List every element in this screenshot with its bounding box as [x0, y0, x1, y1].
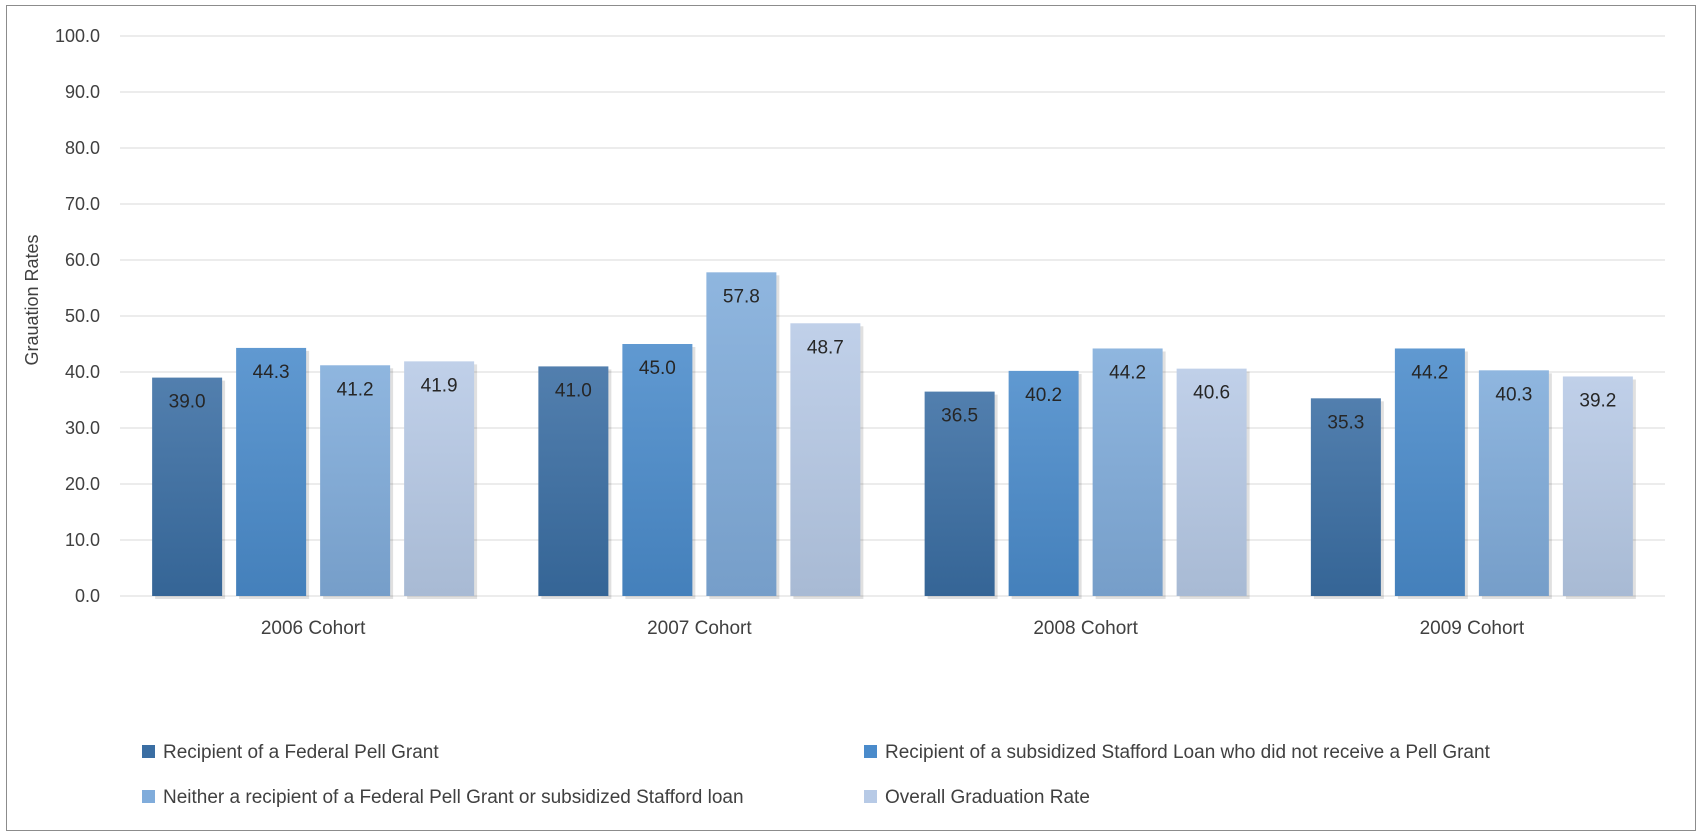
y-tick-label: 60.0 — [65, 250, 100, 270]
legend-swatch — [864, 790, 877, 803]
x-category-label: 2007 Cohort — [647, 618, 752, 639]
bar — [1310, 398, 1381, 596]
x-category-label: 2009 Cohort — [1420, 618, 1525, 639]
data-label: 40.3 — [1495, 384, 1532, 405]
y-tick-label: 80.0 — [65, 138, 100, 158]
bars — [152, 272, 1636, 599]
y-tick-label: 10.0 — [65, 530, 100, 550]
bar — [924, 391, 995, 596]
bar — [1092, 348, 1163, 596]
data-label: 41.0 — [555, 380, 592, 401]
bar — [404, 361, 475, 596]
y-tick-label: 0.0 — [75, 586, 100, 606]
bar — [790, 323, 861, 596]
data-label: 41.9 — [421, 375, 458, 396]
y-tick-label: 20.0 — [65, 474, 100, 494]
bar — [706, 272, 777, 596]
bar — [622, 344, 693, 596]
bar — [320, 365, 391, 596]
legend-swatch — [142, 790, 155, 803]
bar — [236, 347, 307, 596]
y-tick-label: 70.0 — [65, 194, 100, 214]
y-tick-label: 40.0 — [65, 362, 100, 382]
data-labels: 39.0 44.3 41.2 41.9 41.0 45.0 57.8 48.7 36.5 40.2… — [169, 286, 1617, 433]
y-axis-ticks: 0.0 10.0 20.0 30.0 40.0 50.0 60.0 70.0 80.0 90.0 1… — [55, 26, 100, 606]
bar — [1562, 376, 1633, 596]
y-tick-label: 30.0 — [65, 418, 100, 438]
bar — [538, 366, 609, 596]
legend-label: Neither a recipient of a Federal Pell Gr… — [163, 787, 744, 808]
data-label: 40.2 — [1025, 385, 1062, 406]
x-axis-categories: 2006 Cohort 2007 Cohort 2008 Cohort 2009 Co… — [261, 618, 1525, 639]
bar — [1478, 370, 1549, 596]
data-label: 41.2 — [337, 379, 374, 400]
x-category-label: 2006 Cohort — [261, 618, 366, 639]
data-label: 44.3 — [253, 362, 290, 383]
data-label: 39.0 — [169, 392, 206, 413]
data-label: 35.3 — [1327, 412, 1364, 433]
y-tick-label: 90.0 — [65, 82, 100, 102]
bar — [1176, 368, 1247, 596]
bar — [1008, 370, 1079, 596]
data-label: 36.5 — [941, 406, 978, 427]
data-label: 44.2 — [1109, 362, 1146, 383]
legend-label: Recipient of a Federal Pell Grant — [163, 742, 439, 763]
x-category-label: 2008 Cohort — [1033, 618, 1138, 639]
legend-label: Overall Graduation Rate — [885, 787, 1090, 808]
y-axis-title: Grauation Rates — [22, 234, 42, 365]
data-label: 57.8 — [723, 286, 760, 307]
data-label: 44.2 — [1411, 362, 1448, 383]
y-tick-label: 50.0 — [65, 306, 100, 326]
y-tick-label: 100.0 — [55, 26, 100, 46]
legend-label: Recipient of a subsidized Stafford Loan … — [885, 742, 1491, 763]
data-label: 40.6 — [1193, 383, 1230, 404]
bar — [152, 377, 223, 596]
data-label: 39.2 — [1579, 390, 1616, 411]
data-label: 48.7 — [807, 337, 844, 358]
legend-swatch — [864, 745, 877, 758]
data-label: 45.0 — [639, 358, 676, 379]
bar — [1394, 348, 1465, 596]
legend: Recipient of a Federal Pell Grant Recipie… — [142, 742, 1491, 808]
legend-swatch — [142, 745, 155, 758]
